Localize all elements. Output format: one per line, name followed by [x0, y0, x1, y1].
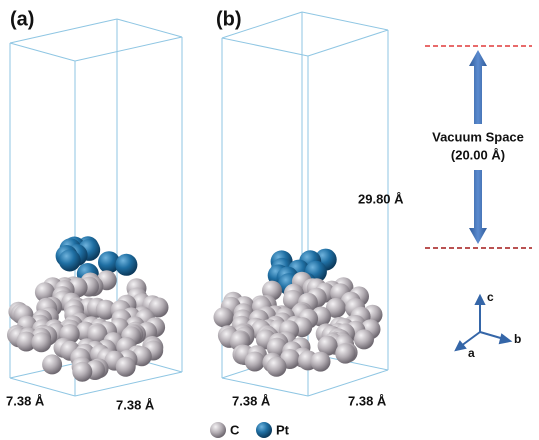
- cell-edge: [302, 12, 388, 30]
- legend-label: Pt: [276, 422, 290, 437]
- axis-triad: [456, 296, 510, 350]
- axis-a: [461, 332, 480, 346]
- legend-swatch: [256, 422, 272, 438]
- arrow-down: [469, 170, 487, 244]
- atoms: [7, 236, 383, 381]
- platinum-atom: [59, 250, 81, 272]
- platinum-atom: [115, 254, 137, 276]
- axis-label: a: [468, 346, 475, 360]
- cell-edge: [10, 43, 75, 61]
- carbon-atom: [245, 352, 265, 372]
- vacuum-value: (20.00 Å): [451, 147, 505, 162]
- vacuum-title: Vacuum Space: [432, 129, 524, 144]
- arrow-head: [476, 296, 484, 304]
- arrow-up: [469, 50, 487, 124]
- legend-swatch: [210, 422, 226, 438]
- cell-edge: [117, 19, 182, 37]
- dimension-label: 7.38 Å: [232, 393, 271, 408]
- carbon-atom: [335, 344, 355, 364]
- axis-label: c: [487, 290, 494, 304]
- carbon-atom: [267, 357, 287, 377]
- figure: (a) (b) 7.38 Å 7.38 Å 7.38 Å 7.38 Å 29.8…: [0, 0, 539, 440]
- carbon-atom: [72, 362, 92, 382]
- arrow-head: [500, 335, 510, 343]
- panel-label: (a): [10, 8, 34, 30]
- axis-label: b: [514, 332, 521, 346]
- dimension-label: 29.80 Å: [358, 191, 404, 206]
- legend-label: C: [230, 422, 240, 437]
- cell-edge: [222, 38, 308, 56]
- carbon-atom: [31, 332, 51, 352]
- cell-edge: [308, 370, 388, 396]
- carbon-atom: [42, 354, 62, 374]
- carbon-atom: [116, 357, 136, 377]
- panel-label: (b): [216, 8, 242, 30]
- carbon-atom: [214, 307, 234, 327]
- carbon-atom: [354, 329, 374, 349]
- cell-edge: [75, 37, 182, 61]
- dimension-label: 7.38 Å: [116, 397, 155, 412]
- dimension-label: 7.38 Å: [348, 393, 387, 408]
- cell-edge: [308, 30, 388, 56]
- dimension-label: 7.38 Å: [6, 393, 45, 408]
- carbon-atom: [311, 352, 331, 372]
